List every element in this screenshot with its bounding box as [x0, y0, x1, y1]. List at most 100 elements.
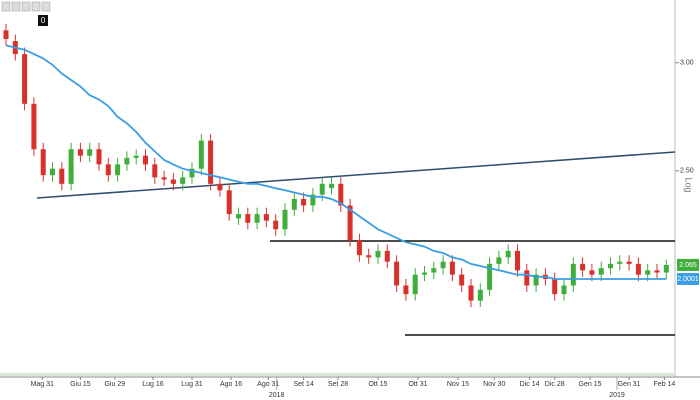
- candle-body: [412, 274, 418, 295]
- candle-body: [273, 220, 279, 230]
- x-tick-label: Dic 14: [520, 381, 540, 388]
- candle-body: [422, 272, 427, 275]
- candle-body: [394, 261, 400, 286]
- candle-body: [635, 263, 641, 275]
- candle-body: [356, 240, 362, 256]
- axis-label: Log: [684, 177, 694, 192]
- candle-body: [617, 261, 623, 264]
- candle-body: [124, 157, 130, 165]
- y-tick-label: 3.00: [680, 60, 694, 67]
- candle-body: [645, 270, 651, 275]
- x-tick-label: Ago 16: [220, 381, 242, 388]
- candle-body: [626, 261, 632, 264]
- candle-body: [189, 168, 195, 178]
- candle-body: [524, 270, 530, 286]
- candle-body: [338, 183, 344, 206]
- x-tick-label: Lug 31: [181, 381, 203, 388]
- year-label: 2018: [269, 392, 285, 399]
- candle-body: [115, 164, 121, 176]
- candles: [3, 23, 669, 308]
- year-label: 2019: [609, 392, 625, 399]
- x-tick-label: Giu 15: [70, 381, 91, 388]
- candle-body: [403, 285, 409, 295]
- ma-value-box: [677, 272, 699, 285]
- candle-body: [105, 164, 111, 176]
- candle-body: [208, 140, 214, 184]
- candle-body: [245, 214, 251, 223]
- x-tick-label: Ott 31: [408, 381, 427, 388]
- candle-body: [440, 261, 446, 269]
- x-tick-label: Feb 14: [654, 381, 676, 388]
- candle-body: [68, 149, 74, 184]
- badge: 0: [41, 16, 46, 25]
- candle-body: [496, 257, 502, 264]
- candle-body: [59, 168, 65, 184]
- candle-body: [533, 274, 539, 286]
- x-tick-label: Set 28: [328, 381, 348, 388]
- x-tick-label: Mag 31: [31, 381, 54, 388]
- candle-body: [198, 140, 204, 169]
- candle-body: [22, 54, 28, 104]
- candle-body: [310, 194, 316, 206]
- candle-body: [570, 263, 576, 286]
- volume-strip: [0, 373, 675, 376]
- candle-body: [236, 214, 241, 219]
- candle-body: [375, 250, 381, 258]
- candle-body: [561, 285, 567, 295]
- x-tick-label: Dic 28: [545, 381, 565, 388]
- x-tick-label: Nov 30: [483, 381, 505, 388]
- x-tick-label: Gen 31: [618, 381, 641, 388]
- candle-body: [663, 264, 669, 273]
- trendline: [36, 151, 676, 199]
- candle-body: [431, 268, 437, 273]
- x-tick-label: Nov 15: [447, 381, 469, 388]
- candle-body: [31, 103, 37, 150]
- y-tick-label: 2.50: [680, 168, 694, 175]
- candle-body: [608, 263, 613, 269]
- candle-body: [96, 149, 102, 165]
- candle-body: [170, 179, 176, 184]
- candle-body: [384, 250, 390, 262]
- tool-icon[interactable]: [11, 1, 21, 12]
- ma-value-label: 2.0001: [677, 276, 699, 283]
- candle-body: [40, 149, 46, 176]
- candle-body: [50, 168, 55, 176]
- candle-body: [552, 279, 558, 295]
- x-tick-label: Set 14: [293, 381, 313, 388]
- candle-body: [282, 209, 288, 230]
- candle-body: [505, 250, 511, 258]
- tool-icon[interactable]: [1, 1, 11, 12]
- candle-body: [598, 268, 604, 275]
- x-tick-label: Gen 15: [579, 381, 602, 388]
- x-tick-label: Giu 29: [104, 381, 125, 388]
- candle-body: [291, 198, 297, 210]
- x-tick-label: Ago 31: [257, 381, 279, 388]
- candle-body: [487, 263, 493, 290]
- x-tick-label: Lug 16: [142, 381, 164, 388]
- candle-body: [515, 250, 520, 271]
- candle-body: [449, 261, 455, 275]
- candle-body: [143, 155, 148, 165]
- badge-box[interactable]: [38, 15, 48, 26]
- candle-body: [366, 255, 372, 258]
- tool-icon[interactable]: [31, 1, 41, 12]
- candle-body: [654, 270, 660, 273]
- candle-body: [217, 183, 223, 191]
- candle-body: [580, 263, 586, 271]
- candle-body: [152, 164, 158, 178]
- candle-body: [77, 149, 83, 156]
- candle-body: [347, 205, 353, 241]
- candle-body: [180, 177, 186, 184]
- candle-body: [161, 177, 167, 180]
- last-price-box: [677, 258, 699, 271]
- candle-body: [477, 289, 483, 301]
- moving-average: [5, 44, 667, 280]
- candle-body: [319, 183, 325, 195]
- candle-body: [589, 270, 595, 275]
- candle-body: [3, 30, 9, 39]
- tool-icon[interactable]: [41, 1, 51, 12]
- candle-body: [263, 214, 269, 221]
- tool-icon[interactable]: [21, 1, 31, 12]
